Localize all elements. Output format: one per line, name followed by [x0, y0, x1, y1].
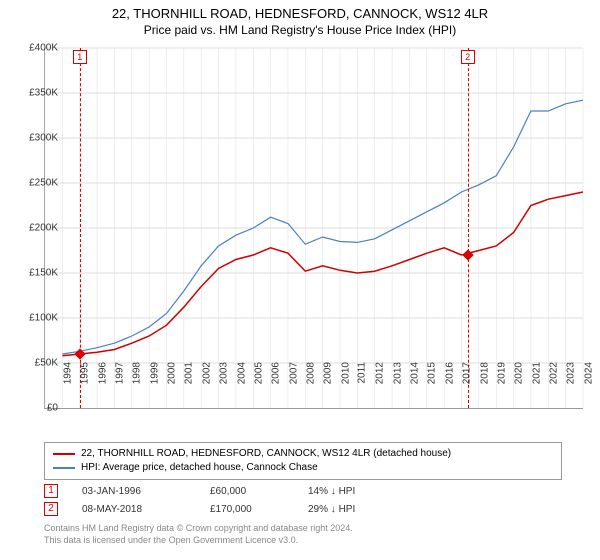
y-tick-label: £300K	[29, 133, 58, 144]
x-tick-label: 2019	[496, 362, 507, 384]
x-tick-label: 2004	[236, 362, 247, 384]
x-tick-label: 2012	[375, 362, 386, 384]
y-tick-label: £200K	[29, 223, 58, 234]
footer-line1: Contains HM Land Registry data © Crown c…	[44, 522, 353, 534]
x-tick-label: 2014	[409, 362, 420, 384]
sale-price: £60,000	[210, 486, 290, 497]
y-tick-label: £0	[47, 403, 58, 414]
sale-price: £170,000	[210, 504, 290, 515]
legend-box: 22, THORNHILL ROAD, HEDNESFORD, CANNOCK,…	[44, 442, 562, 480]
x-tick-label: 2011	[357, 362, 368, 384]
sale-diff: 14% ↓ HPI	[308, 486, 398, 497]
legend-label-price: 22, THORNHILL ROAD, HEDNESFORD, CANNOCK,…	[81, 447, 451, 461]
x-tick-label: 2024	[583, 362, 594, 384]
sale-diff: 29% ↓ HPI	[308, 504, 398, 515]
chart-svg	[45, 48, 583, 408]
x-tick-label: 2002	[201, 362, 212, 384]
x-tick-label: 2007	[288, 362, 299, 384]
y-tick-label: £150K	[29, 268, 58, 279]
x-tick-label: 2017	[461, 362, 472, 384]
x-tick-label: 2013	[392, 362, 403, 384]
sale-date: 03-JAN-1996	[82, 486, 192, 497]
x-tick-label: 2010	[340, 362, 351, 384]
chart-plot-area: 12	[44, 48, 583, 409]
x-tick-label: 1997	[114, 362, 125, 384]
legend-swatch-hpi	[53, 467, 75, 469]
chart-container: 22, THORNHILL ROAD, HEDNESFORD, CANNOCK,…	[0, 0, 600, 560]
y-tick-label: £400K	[29, 43, 58, 54]
x-tick-label: 2001	[184, 362, 195, 384]
legend-row-hpi: HPI: Average price, detached house, Cann…	[53, 461, 553, 475]
legend-row-price: 22, THORNHILL ROAD, HEDNESFORD, CANNOCK,…	[53, 447, 553, 461]
sale-marker-small: 2	[44, 502, 58, 516]
sale-marker: 1	[73, 50, 87, 64]
x-tick-label: 2023	[566, 362, 577, 384]
x-tick-label: 2000	[166, 362, 177, 384]
sales-table-row: 2 08-MAY-2018 £170,000 29% ↓ HPI	[44, 500, 398, 518]
title-line1: 22, THORNHILL ROAD, HEDNESFORD, CANNOCK,…	[0, 6, 600, 21]
title-line2: Price paid vs. HM Land Registry's House …	[0, 23, 600, 37]
x-tick-label: 1998	[132, 362, 143, 384]
sale-vertical-line	[468, 48, 469, 408]
x-tick-label: 2022	[548, 362, 559, 384]
y-tick-label: £350K	[29, 88, 58, 99]
title-block: 22, THORNHILL ROAD, HEDNESFORD, CANNOCK,…	[0, 0, 600, 37]
sale-marker: 2	[461, 50, 475, 64]
x-tick-label: 1994	[62, 362, 73, 384]
x-tick-label: 2003	[218, 362, 229, 384]
x-tick-label: 2015	[427, 362, 438, 384]
x-tick-label: 2018	[479, 362, 490, 384]
x-tick-label: 2020	[513, 362, 524, 384]
legend-swatch-price	[53, 453, 75, 455]
x-tick-label: 1995	[80, 362, 91, 384]
x-tick-label: 2016	[444, 362, 455, 384]
x-tick-label: 2008	[305, 362, 316, 384]
footer-attribution: Contains HM Land Registry data © Crown c…	[44, 522, 353, 546]
footer-line2: This data is licensed under the Open Gov…	[44, 534, 353, 546]
x-tick-label: 2006	[271, 362, 282, 384]
sale-marker-small: 1	[44, 484, 58, 498]
x-tick-label: 2009	[323, 362, 334, 384]
sales-table-row: 1 03-JAN-1996 £60,000 14% ↓ HPI	[44, 482, 398, 500]
sales-table: 1 03-JAN-1996 £60,000 14% ↓ HPI 2 08-MAY-2018…	[44, 482, 398, 518]
x-tick-label: 1996	[97, 362, 108, 384]
y-tick-label: £100K	[29, 313, 58, 324]
y-tick-label: £50K	[35, 358, 58, 369]
x-tick-label: 1999	[149, 362, 160, 384]
sale-date: 08-MAY-2018	[82, 504, 192, 515]
y-tick-label: £250K	[29, 178, 58, 189]
x-tick-label: 2021	[531, 362, 542, 384]
legend-label-hpi: HPI: Average price, detached house, Cann…	[81, 461, 318, 475]
x-tick-label: 2005	[253, 362, 264, 384]
